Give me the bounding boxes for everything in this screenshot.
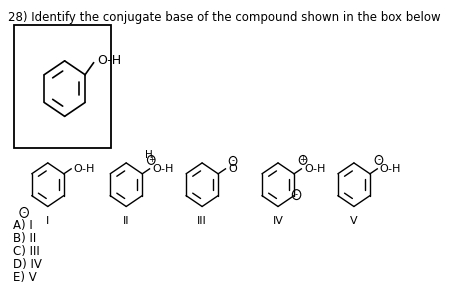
Text: -: - — [23, 208, 26, 217]
Text: E) V: E) V — [13, 271, 37, 284]
Text: I: I — [46, 216, 49, 226]
Text: V: V — [350, 216, 358, 226]
Text: O-H: O-H — [152, 164, 173, 174]
Text: H: H — [145, 150, 153, 160]
Text: A) I: A) I — [13, 219, 33, 232]
Text: C) III: C) III — [13, 245, 40, 258]
Text: III: III — [197, 216, 207, 226]
Text: -: - — [232, 156, 235, 166]
Text: 28) Identify the conjugate base of the compound shown in the box below: 28) Identify the conjugate base of the c… — [8, 11, 441, 24]
Bar — [14, 25, 111, 148]
Text: O-H: O-H — [97, 54, 121, 67]
Text: O: O — [228, 164, 237, 174]
Text: II: II — [123, 216, 129, 226]
Text: +: + — [300, 155, 307, 164]
Text: B) II: B) II — [13, 232, 36, 245]
Text: -: - — [295, 190, 298, 199]
Text: IV: IV — [273, 216, 283, 226]
Text: O-H: O-H — [73, 164, 95, 174]
Text: O-H: O-H — [304, 164, 325, 174]
Text: D) IV: D) IV — [13, 258, 42, 271]
Text: O-H: O-H — [380, 164, 401, 174]
Text: +: + — [148, 155, 155, 164]
Text: -: - — [377, 155, 381, 164]
